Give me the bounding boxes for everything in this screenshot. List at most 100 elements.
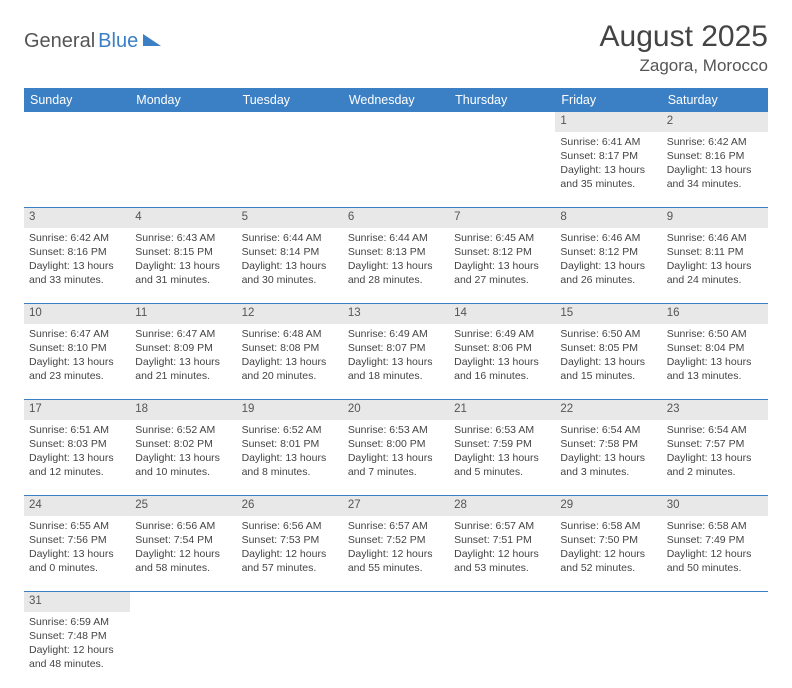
- day-number-cell: [24, 112, 130, 132]
- sunset-text: Sunset: 7:53 PM: [242, 533, 338, 547]
- sunset-text: Sunset: 8:00 PM: [348, 437, 444, 451]
- sunset-text: Sunset: 8:12 PM: [454, 245, 550, 259]
- sunrise-text: Sunrise: 6:44 AM: [242, 231, 338, 245]
- weekday-monday: Monday: [130, 88, 236, 112]
- day-number-cell: 2: [662, 112, 768, 132]
- daylight-text: Daylight: 12 hours and 48 minutes.: [29, 643, 125, 671]
- sunset-text: Sunset: 8:09 PM: [135, 341, 231, 355]
- day-cell: [130, 612, 236, 688]
- sunrise-text: Sunrise: 6:52 AM: [242, 423, 338, 437]
- day-cell: Sunrise: 6:53 AMSunset: 7:59 PMDaylight:…: [449, 420, 555, 496]
- day-number-cell: 1: [555, 112, 661, 132]
- day-number-cell: 28: [449, 496, 555, 516]
- day-cell: Sunrise: 6:47 AMSunset: 8:09 PMDaylight:…: [130, 324, 236, 400]
- daynum-row: 31: [24, 592, 768, 612]
- day-cell: Sunrise: 6:55 AMSunset: 7:56 PMDaylight:…: [24, 516, 130, 592]
- day-cell: Sunrise: 6:57 AMSunset: 7:51 PMDaylight:…: [449, 516, 555, 592]
- sunrise-text: Sunrise: 6:57 AM: [454, 519, 550, 533]
- daylight-text: Daylight: 13 hours and 24 minutes.: [667, 259, 763, 287]
- day-cell: Sunrise: 6:41 AMSunset: 8:17 PMDaylight:…: [555, 132, 661, 208]
- sunset-text: Sunset: 8:16 PM: [667, 149, 763, 163]
- daylight-text: Daylight: 13 hours and 28 minutes.: [348, 259, 444, 287]
- sunset-text: Sunset: 7:49 PM: [667, 533, 763, 547]
- day-cell: [130, 132, 236, 208]
- day-number-cell: [343, 112, 449, 132]
- sunrise-text: Sunrise: 6:43 AM: [135, 231, 231, 245]
- sunset-text: Sunset: 8:17 PM: [560, 149, 656, 163]
- daylight-text: Daylight: 13 hours and 34 minutes.: [667, 163, 763, 191]
- day-number-cell: [449, 112, 555, 132]
- daynum-row: 17181920212223: [24, 400, 768, 420]
- sunset-text: Sunset: 7:54 PM: [135, 533, 231, 547]
- day-cell: [24, 132, 130, 208]
- day-cell: [662, 612, 768, 688]
- daylight-text: Daylight: 12 hours and 55 minutes.: [348, 547, 444, 575]
- sunrise-text: Sunrise: 6:42 AM: [29, 231, 125, 245]
- day-number-cell: 29: [555, 496, 661, 516]
- weekday-friday: Friday: [555, 88, 661, 112]
- day-cell: Sunrise: 6:42 AMSunset: 8:16 PMDaylight:…: [24, 228, 130, 304]
- week-content-row: Sunrise: 6:47 AM Sunset: 8:10 PM Daylight:…: [24, 324, 768, 400]
- sunrise-text: Sunrise: 6:47 AM: [135, 327, 231, 341]
- sunset-text: Sunset: 8:10 PM: [29, 341, 125, 355]
- day-number-cell: 15: [555, 304, 661, 324]
- month-title: August 2025: [600, 20, 768, 54]
- day-cell: Sunrise: 6:46 AMSunset: 8:11 PMDaylight:…: [662, 228, 768, 304]
- day-number-cell: 21: [449, 400, 555, 420]
- day-number-cell: [555, 592, 661, 612]
- daylight-text: Daylight: 13 hours and 31 minutes.: [135, 259, 231, 287]
- sunrise-text: Sunrise: 6:51 AM: [29, 423, 125, 437]
- brand-part2: Blue: [98, 30, 138, 53]
- day-number-cell: 10: [24, 304, 130, 324]
- daynum-row: 10111213141516: [24, 304, 768, 324]
- day-cell: Sunrise: 6:43 AMSunset: 8:15 PMDaylight:…: [130, 228, 236, 304]
- sunrise-text: Sunrise: 6:46 AM: [667, 231, 763, 245]
- day-cell: Sunrise: 6:49 AMSunset: 8:07 PMDaylight:…: [343, 324, 449, 400]
- day-number-cell: [130, 592, 236, 612]
- day-cell: Sunrise: 6:51 AMSunset: 8:03 PMDaylight:…: [24, 420, 130, 496]
- day-number-cell: 14: [449, 304, 555, 324]
- day-number-cell: 19: [237, 400, 343, 420]
- sunset-text: Sunset: 7:52 PM: [348, 533, 444, 547]
- sunrise-text: Sunrise: 6:48 AM: [242, 327, 338, 341]
- sunset-text: Sunset: 7:58 PM: [560, 437, 656, 451]
- sunset-text: Sunset: 7:59 PM: [454, 437, 550, 451]
- sunrise-text: Sunrise: 6:44 AM: [348, 231, 444, 245]
- daylight-text: Daylight: 13 hours and 20 minutes.: [242, 355, 338, 383]
- sunset-text: Sunset: 7:57 PM: [667, 437, 763, 451]
- day-cell: Sunrise: 6:42 AMSunset: 8:16 PMDaylight:…: [662, 132, 768, 208]
- day-number-cell: 3: [24, 208, 130, 228]
- daynum-row: 3456789: [24, 208, 768, 228]
- day-number-cell: [237, 592, 343, 612]
- day-cell: Sunrise: 6:47 AMSunset: 8:10 PMDaylight:…: [24, 324, 130, 400]
- week-content-row: Sunrise: 6:51 AMSunset: 8:03 PM Daylight:…: [24, 420, 768, 496]
- sunset-text: Sunset: 8:11 PM: [667, 245, 763, 259]
- weekday-thursday: Thursday: [449, 88, 555, 112]
- sunrise-text: Sunrise: 6:54 AM: [560, 423, 656, 437]
- day-cell: Sunrise: 6:52 AMSunset: 8:02 PMDaylight:…: [130, 420, 236, 496]
- daylight-text: Daylight: 13 hours and 8 minutes.: [242, 451, 338, 479]
- sunrise-text: Sunrise: 6:50 AM: [560, 327, 656, 341]
- sunrise-text: Sunrise: 6:59 AM: [29, 615, 125, 629]
- brand-logo: GeneralBlue: [24, 30, 161, 53]
- day-number-cell: [449, 592, 555, 612]
- week-content-row: Sunrise: 6:59 AMSunset: 7:48 PMDaylight:…: [24, 612, 768, 688]
- calendar-table: SundayMondayTuesdayWednesdayThursdayFrid…: [24, 88, 768, 688]
- day-cell: Sunrise: 6:45 AMSunset: 8:12 PMDaylight:…: [449, 228, 555, 304]
- header: GeneralBlue August 2025 Zagora, Morocco: [24, 20, 768, 76]
- sunrise-text: Sunrise: 6:42 AM: [667, 135, 763, 149]
- sunrise-text: Sunrise: 6:58 AM: [560, 519, 656, 533]
- daylight-text: Daylight: 13 hours and 26 minutes.: [560, 259, 656, 287]
- day-cell: Sunrise: 6:50 AMSunset: 8:05 PMDaylight:…: [555, 324, 661, 400]
- location: Zagora, Morocco: [600, 56, 768, 76]
- daylight-text: Daylight: 13 hours and 0 minutes.: [29, 547, 125, 575]
- sunset-text: Sunset: 8:15 PM: [135, 245, 231, 259]
- sunrise-text: Sunrise: 6:55 AM: [29, 519, 125, 533]
- day-cell: Sunrise: 6:44 AMSunset: 8:14 PMDaylight:…: [237, 228, 343, 304]
- daylight-text: Daylight: 12 hours and 50 minutes.: [667, 547, 763, 575]
- day-number-cell: 25: [130, 496, 236, 516]
- daylight-text: Daylight: 13 hours and 33 minutes.: [29, 259, 125, 287]
- daylight-text: Daylight: 13 hours and 2 minutes.: [667, 451, 763, 479]
- sunset-text: Sunset: 8:03 PM: [29, 437, 125, 451]
- daylight-text: Daylight: 13 hours and 30 minutes.: [242, 259, 338, 287]
